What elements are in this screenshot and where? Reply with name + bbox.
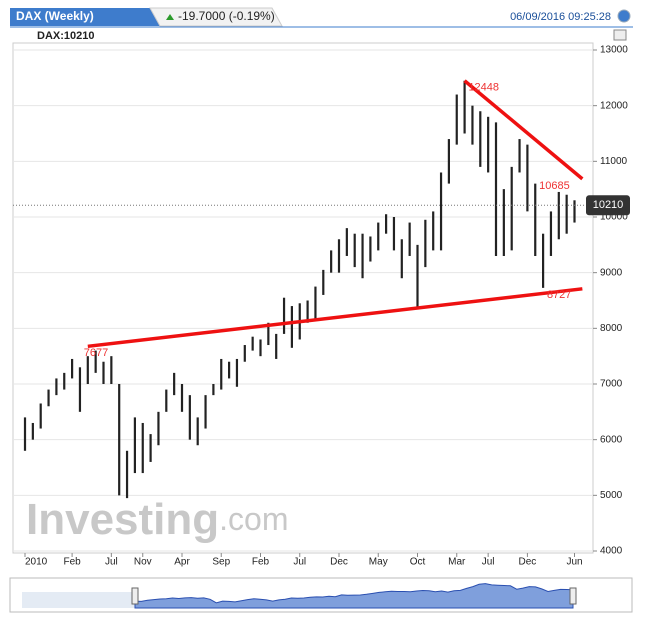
x-tick-label: May [369,557,388,568]
chart-title: DAX (Weekly) [16,9,94,23]
y-tick-label: 6000 [600,434,623,445]
navigator-handle[interactable] [131,587,139,605]
watermark-suffix: .com [219,501,288,537]
y-tick-label: 12000 [600,100,628,111]
x-tick-label: Nov [134,557,152,568]
y-tick-label: 8000 [600,323,623,334]
refresh-button[interactable] [617,9,631,23]
y-tick-label: 7000 [600,379,623,390]
last-price-box [586,195,630,216]
change-tab [149,7,283,27]
y-tick-label: 9000 [600,267,623,278]
y-tick-label: 5000 [600,490,623,501]
x-tick-label: Jun [566,557,582,568]
annotation: 8727 [547,289,571,301]
x-tick-label: Mar [448,557,466,568]
minimize-button[interactable] [613,29,627,41]
navigator-area [134,583,574,609]
last-price-label: 10210 [593,199,624,211]
y-tick-label: 10000 [600,212,628,223]
x-tick-label: 2010 [25,557,48,568]
x-tick-label: Apr [174,557,190,568]
annotation: 7677 [84,347,108,359]
change: -19.7000 (-0.19%) [178,9,275,23]
annotation: 10685 [539,180,570,192]
watermark: Investing.com [26,495,289,544]
symbol-label: DAX:10210 [37,30,94,42]
x-tick-label: Sep [212,557,230,568]
x-tick-label: Jul [105,557,118,568]
x-tick-label: Jul [482,557,495,568]
watermark-main: Investing [26,495,219,544]
y-tick-label: 13000 [600,45,628,56]
y-tick-label: 11000 [600,156,628,167]
x-tick-label: Dec [330,557,348,568]
x-tick-label: Feb [63,557,81,568]
x-tick-label: Oct [410,557,426,568]
y-tick-label: 4000 [600,546,623,557]
annotation: 12448 [468,82,499,94]
navigator-handle[interactable] [569,587,577,605]
timestamp: 06/09/2016 09:25:28 [510,11,611,23]
x-tick-label: Dec [519,557,537,568]
x-tick-label: Jul [293,557,306,568]
trendline [463,79,584,181]
change-arrow [166,14,174,20]
title-tab [10,8,160,26]
x-tick-label: Feb [252,557,270,568]
navigator-history [22,592,135,608]
trendline [87,287,583,349]
